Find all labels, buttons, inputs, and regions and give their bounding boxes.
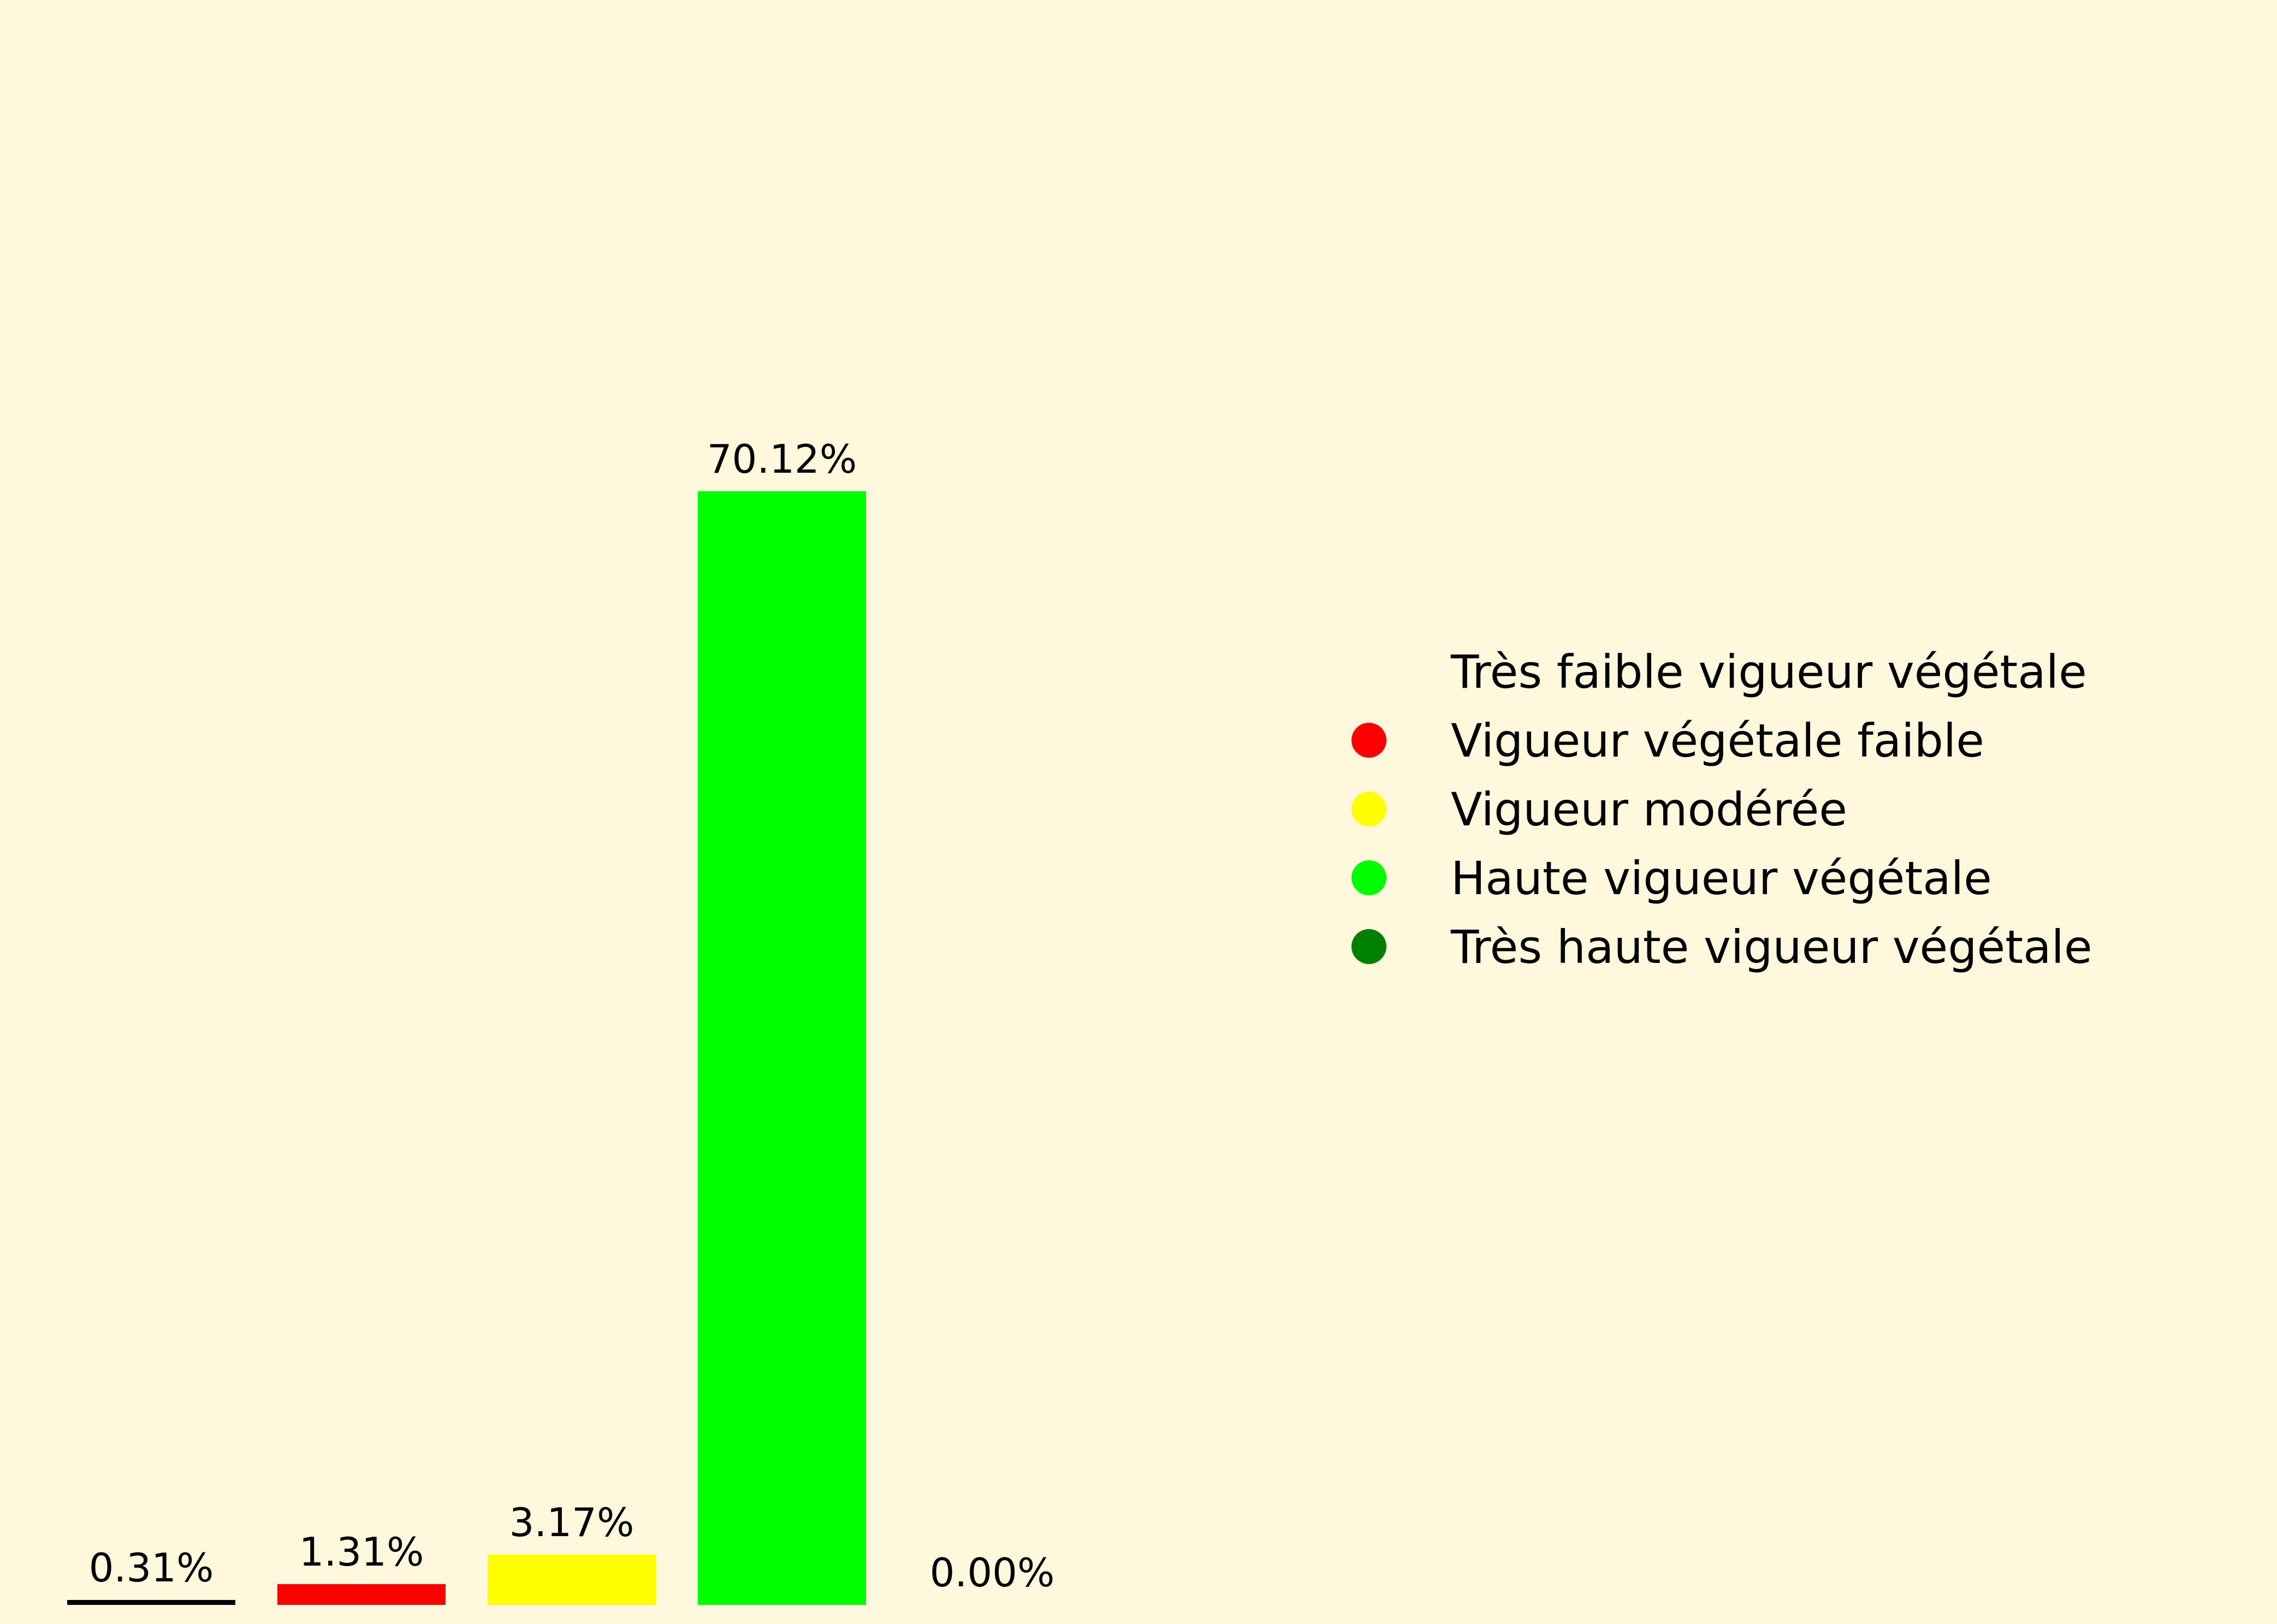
legend-label-2: Vigueur végétale faible [1451, 714, 1984, 768]
legend-label-1: Très faible vigueur végétale [1450, 645, 2087, 699]
bar-1 [67, 1599, 235, 1605]
legend-marker-5 [1351, 929, 1386, 964]
bar-2 [277, 1584, 446, 1605]
bar-4 [698, 491, 866, 1605]
bar-3 [488, 1554, 656, 1605]
legend-label-3: Vigueur modérée [1451, 783, 1847, 836]
value-labels-group: 0.31% 1.31% 3.17% 70.12% 0.00% [89, 436, 1055, 1596]
legend-label-5: Très haute vigueur végétale [1450, 920, 2092, 974]
legend-marker-2 [1351, 723, 1386, 758]
legend-marker-3 [1351, 792, 1386, 826]
bar-value-label-4: 70.12% [707, 436, 857, 482]
legend-marker-4 [1351, 860, 1386, 895]
bar-value-label-2: 1.31% [299, 1529, 424, 1575]
bar-value-label-5: 0.00% [930, 1550, 1055, 1596]
legend: Très faible vigueur végétale Vigueur végé… [1351, 645, 2092, 974]
bar-value-label-1: 0.31% [89, 1545, 214, 1591]
legend-marker-1 [1351, 654, 1386, 689]
bars-group [67, 491, 866, 1605]
legend-label-4: Haute vigueur végétale [1451, 852, 1992, 905]
bar-value-label-3: 3.17% [509, 1500, 635, 1545]
